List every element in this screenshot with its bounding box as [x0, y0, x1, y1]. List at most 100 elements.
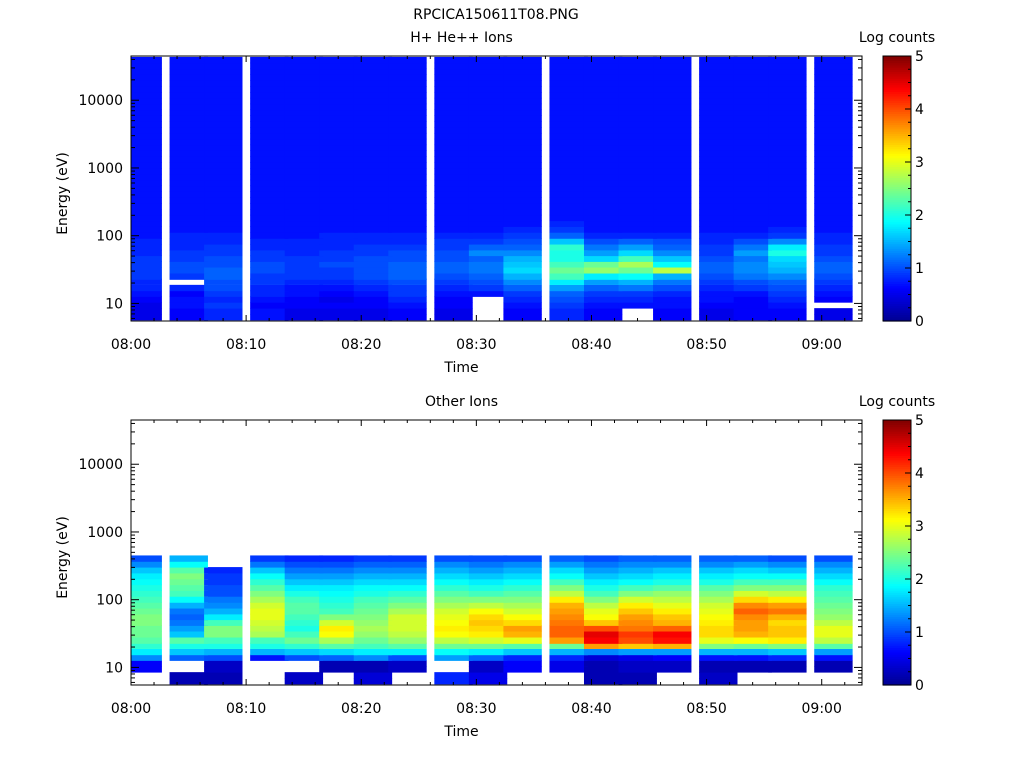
heatmap-cell [353, 314, 393, 321]
heatmap-cell [768, 62, 807, 70]
heatmap-cell [131, 97, 162, 105]
heatmap-cell [503, 578, 542, 586]
heatmap-cell [699, 220, 738, 227]
heatmap-cell [388, 86, 427, 93]
heatmap-cell [319, 602, 358, 609]
heatmap-cell [733, 261, 773, 268]
heatmap-cell [131, 261, 162, 268]
heatmap-cell [353, 290, 393, 297]
heatmap-cell [388, 173, 427, 181]
colorbar-step [883, 530, 911, 534]
heatmap-cell [204, 150, 243, 157]
heatmap-cell [549, 308, 588, 315]
heatmap-cell [434, 555, 473, 562]
heatmap-cell [319, 103, 358, 111]
y-tick-label: 1000 [87, 161, 123, 177]
x-tick-label: 09:00 [802, 337, 842, 353]
heatmap-cell [653, 127, 692, 134]
heatmap-cell [250, 115, 289, 122]
heatmap-cell [699, 138, 738, 146]
heatmap-cell [169, 596, 208, 603]
heatmap-cell [653, 284, 692, 292]
heatmap-cell [284, 191, 324, 198]
heatmap-cell [250, 619, 289, 626]
colorbar-step [883, 115, 911, 119]
heatmap-cell [653, 561, 692, 568]
heatmap-cell [468, 115, 508, 122]
colorbar-step [883, 272, 911, 276]
colorbar-step [883, 162, 911, 165]
colorbar-step [883, 312, 911, 315]
heatmap-cell [169, 314, 208, 321]
heatmap-cell [250, 138, 289, 146]
heatmap-cell [549, 127, 588, 134]
heatmap-cell [319, 197, 358, 204]
heatmap-cell [434, 590, 473, 597]
heatmap-cell [169, 261, 208, 268]
heatmap-cell [169, 226, 208, 233]
heatmap-cell [250, 590, 289, 597]
heatmap-cell [618, 173, 657, 181]
heatmap-cell [618, 121, 657, 128]
heatmap-cell [583, 86, 623, 93]
heatmap-cell [653, 197, 692, 204]
heatmap-cell [204, 608, 243, 615]
heatmap-cell [618, 561, 657, 568]
heatmap-cell [353, 637, 393, 644]
colorbar-step [883, 543, 911, 547]
heatmap-cell [131, 625, 162, 632]
heatmap-cell [814, 290, 853, 297]
heatmap-cell [250, 267, 289, 274]
heatmap-cell [434, 654, 473, 661]
heatmap-cell [653, 608, 692, 615]
heatmap-cell [319, 191, 358, 198]
heatmap-cell [618, 162, 657, 169]
heatmap-cell [699, 642, 738, 649]
heatmap-cell [768, 555, 807, 562]
heatmap-cell [503, 654, 542, 661]
heatmap-cell [388, 109, 427, 116]
heatmap-cell [653, 278, 692, 285]
heatmap-cell [814, 596, 853, 603]
heatmap-cell [319, 56, 358, 64]
heatmap-cell [583, 68, 623, 75]
heatmap-cell [388, 74, 427, 81]
colorbar-step [883, 256, 911, 260]
heatmap-cell [131, 191, 162, 198]
colorbar-step [883, 479, 911, 483]
heatmap-cell [319, 555, 358, 562]
heatmap-cell [583, 115, 623, 122]
heatmap-cell [503, 103, 542, 111]
heatmap-cell [549, 296, 588, 303]
heatmap-cell [250, 573, 289, 580]
colorbar-step [883, 563, 911, 567]
colorbar-step [883, 159, 911, 163]
heatmap-cell [618, 567, 657, 574]
heatmap-cell [733, 232, 773, 239]
heatmap-cell [284, 267, 324, 274]
heatmap-cell [814, 209, 853, 216]
heatmap-cell [768, 203, 807, 210]
heatmap-cell [204, 567, 243, 574]
colorbar-step [883, 67, 911, 70]
heatmap-cell [131, 637, 162, 644]
colorbar-tick-label: 1 [915, 261, 924, 277]
heatmap-cell [549, 121, 588, 128]
heatmap-cell [618, 290, 657, 297]
heatmap-cell [503, 273, 542, 280]
heatmap-cell [583, 226, 623, 233]
heatmap-cell [284, 290, 324, 297]
colorbar-step [883, 453, 911, 456]
heatmap-cell [814, 132, 853, 140]
colorbar-step [883, 508, 911, 512]
heatmap-cell [284, 197, 324, 204]
colorbar-step [883, 680, 911, 684]
colorbar-step [883, 250, 911, 254]
heatmap-cell [733, 191, 773, 198]
heatmap-cell [768, 80, 807, 87]
heatmap-cell [204, 214, 243, 222]
heatmap-cell [699, 56, 738, 64]
heatmap-cell [319, 637, 358, 644]
heatmap-cell [733, 179, 773, 187]
heatmap-cell [618, 92, 657, 99]
